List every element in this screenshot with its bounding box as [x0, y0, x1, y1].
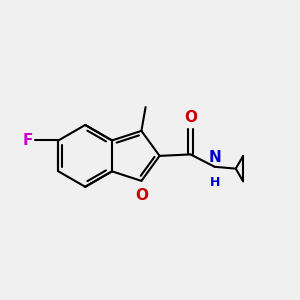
Text: F: F: [23, 133, 33, 148]
Text: O: O: [184, 110, 197, 125]
Text: N: N: [208, 150, 221, 165]
Text: H: H: [209, 176, 220, 189]
Text: O: O: [135, 188, 148, 203]
